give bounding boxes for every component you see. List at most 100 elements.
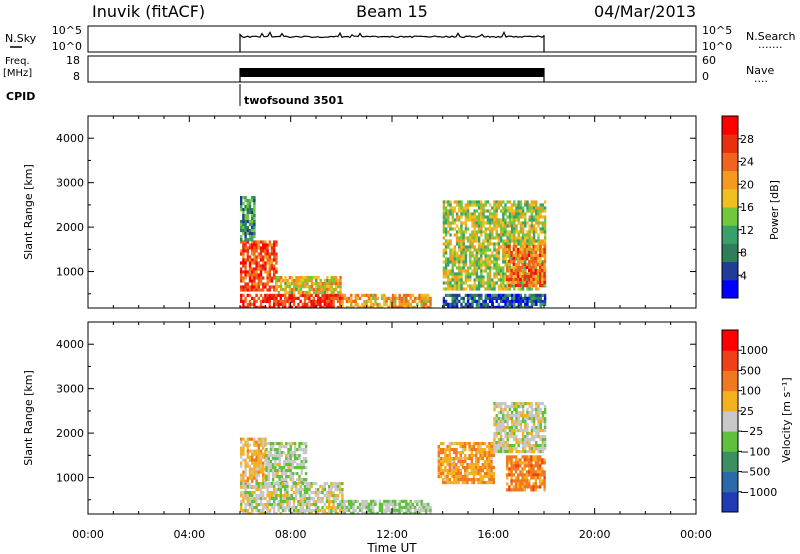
heatmap-cell bbox=[268, 252, 271, 256]
heatmap-cell bbox=[521, 420, 525, 424]
heatmap-cell bbox=[264, 255, 267, 259]
heatmap-cell bbox=[244, 470, 247, 474]
heatmap-cell bbox=[449, 287, 452, 291]
heatmap-cell bbox=[437, 454, 440, 458]
heatmap-cell bbox=[473, 248, 476, 252]
heatmap-cell bbox=[460, 215, 463, 219]
heatmap-cell bbox=[508, 244, 511, 249]
heatmap-cell bbox=[502, 269, 505, 273]
heatmap-cell bbox=[341, 505, 344, 509]
heatmap-cell bbox=[284, 291, 287, 295]
heatmap-cell bbox=[354, 508, 357, 512]
heatmap-cell bbox=[343, 293, 346, 297]
heatmap-cell bbox=[493, 275, 496, 279]
heatmap-cell bbox=[482, 212, 485, 216]
heatmap-cell bbox=[471, 299, 474, 303]
heatmap-cell bbox=[302, 463, 306, 467]
heatmap-cell bbox=[306, 296, 309, 300]
x-tick-label: 16:00 bbox=[477, 528, 509, 541]
heatmap-cell bbox=[262, 264, 265, 268]
heatmap-cell bbox=[244, 240, 247, 244]
heatmap-cell bbox=[464, 227, 468, 231]
heatmap-cell bbox=[480, 296, 483, 300]
heatmap-cell bbox=[523, 271, 526, 276]
heatmap-cell bbox=[310, 503, 313, 507]
heatmap-cell bbox=[310, 282, 314, 286]
heatmap-cell bbox=[240, 464, 243, 468]
heatmap-cell bbox=[510, 215, 514, 219]
heatmap-cell bbox=[420, 293, 423, 297]
y-tick-label: 3000 bbox=[56, 177, 84, 190]
heatmap-cell bbox=[517, 438, 520, 442]
heatmap-cell bbox=[453, 305, 457, 308]
heatmap-cell bbox=[535, 426, 538, 430]
heatmap-cell bbox=[279, 299, 282, 303]
heatmap-cell bbox=[330, 305, 333, 308]
heatmap-cell bbox=[534, 259, 537, 264]
heatmap-cell bbox=[341, 482, 344, 486]
heatmap-cell bbox=[315, 291, 318, 295]
heatmap-cell bbox=[486, 242, 490, 246]
heatmap-cell bbox=[341, 503, 344, 507]
heatmap-cell bbox=[475, 215, 479, 219]
heatmap-cell bbox=[278, 457, 281, 461]
heatmap-cell bbox=[497, 236, 501, 240]
heatmap-cell bbox=[446, 460, 449, 464]
heatmap-cell bbox=[248, 503, 252, 507]
heatmap-cell bbox=[469, 296, 472, 300]
heatmap-cell bbox=[275, 494, 278, 498]
heatmap-cell bbox=[350, 499, 353, 503]
heatmap-cell bbox=[488, 305, 492, 308]
heatmap-cell bbox=[495, 272, 498, 276]
heatmap-cell bbox=[251, 497, 254, 501]
heatmap-cell bbox=[455, 254, 459, 258]
heatmap-cell bbox=[255, 258, 258, 262]
heatmap-cell bbox=[515, 426, 518, 430]
heatmap-cell bbox=[358, 305, 362, 308]
heatmap-cell bbox=[535, 221, 538, 225]
heatmap-cell bbox=[244, 512, 247, 514]
heatmap-cell bbox=[277, 279, 281, 283]
heatmap-cell bbox=[499, 218, 503, 222]
heatmap-cell bbox=[475, 248, 479, 252]
heatmap-cell bbox=[378, 502, 382, 506]
heatmap-cell bbox=[328, 299, 331, 303]
heatmap-cell bbox=[460, 227, 463, 231]
heatmap-cell bbox=[480, 230, 483, 234]
heatmap-cell bbox=[466, 266, 470, 270]
heatmap-cell bbox=[330, 288, 333, 292]
heatmap-cell bbox=[317, 285, 320, 289]
heatmap-cell bbox=[244, 258, 247, 262]
heatmap-cell bbox=[240, 500, 243, 504]
heatmap-cell bbox=[442, 272, 446, 276]
heatmap-cell bbox=[350, 511, 353, 514]
heatmap-cell bbox=[424, 305, 428, 308]
heatmap-cell bbox=[244, 305, 247, 308]
heatmap-cell bbox=[240, 220, 243, 224]
heatmap-cell bbox=[523, 256, 526, 261]
heatmap-cell bbox=[290, 279, 294, 283]
heatmap-cell bbox=[462, 251, 465, 255]
heatmap-cell bbox=[493, 444, 496, 448]
heatmap-cell bbox=[437, 451, 440, 455]
heatmap-cell bbox=[389, 296, 393, 300]
heatmap-cell bbox=[543, 271, 546, 276]
heatmap-cell bbox=[466, 269, 470, 273]
heatmap-cell bbox=[383, 296, 386, 300]
heatmap-cell bbox=[541, 411, 545, 415]
heatmap-cell bbox=[302, 457, 306, 461]
heatmap-cell bbox=[517, 414, 520, 418]
heatmap-cell bbox=[539, 271, 542, 276]
heatmap-cell bbox=[461, 478, 465, 482]
heatmap-cell bbox=[506, 438, 509, 442]
heatmap-cell bbox=[461, 445, 465, 449]
heatmap-cell bbox=[493, 305, 496, 308]
heatmap-cell bbox=[332, 299, 335, 303]
heatmap-cell bbox=[248, 482, 252, 486]
heatmap-cell bbox=[499, 405, 503, 409]
heatmap-cell bbox=[453, 218, 457, 222]
heatmap-cell bbox=[314, 509, 318, 513]
heatmap-cell bbox=[458, 287, 461, 291]
heatmap-cell bbox=[532, 236, 536, 240]
heatmap-cell bbox=[267, 460, 270, 464]
